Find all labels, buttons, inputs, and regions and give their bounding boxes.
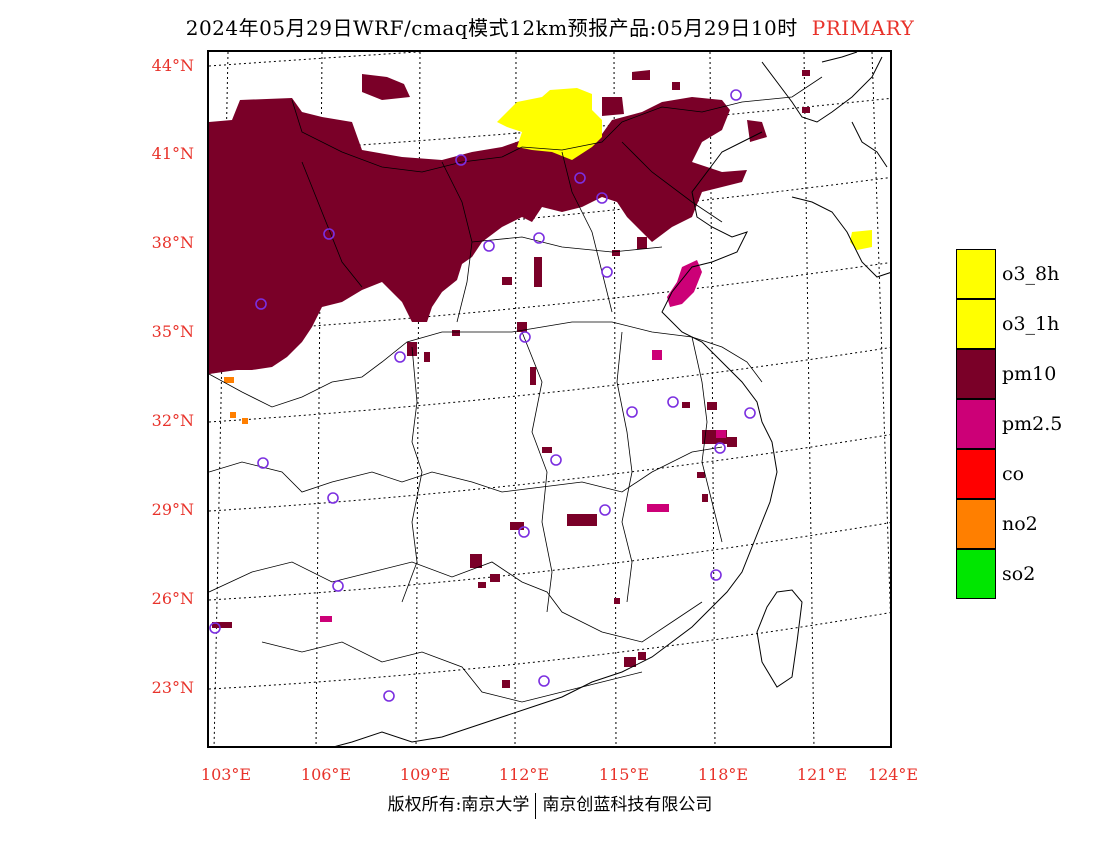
lat-label-32: 32°N	[151, 411, 194, 430]
lat-label-23: 23°N	[151, 678, 194, 697]
pm10-region	[209, 70, 767, 374]
map-panel	[207, 50, 892, 748]
title-tag: PRIMARY	[811, 16, 915, 40]
footer-divider	[535, 792, 537, 819]
legend-item-so2: so2	[956, 549, 1076, 599]
legend-swatch-no2	[956, 499, 996, 549]
legend-swatch-o3-8h	[956, 249, 996, 299]
lat-label-38: 38°N	[151, 233, 194, 252]
lat-label-29: 29°N	[151, 500, 194, 519]
lon-label-106: 106°E	[300, 765, 352, 784]
legend-label-o3-1h: o3_1h	[1002, 313, 1060, 335]
title-main: 2024年05月29日WRF/cmaq模式12km预报产品:05月29日10时	[185, 16, 798, 40]
lon-label-121: 121°E	[796, 765, 848, 784]
legend-item-pm25: pm2.5	[956, 399, 1076, 449]
station-markers	[209, 89, 756, 702]
legend-swatch-o3-1h	[956, 299, 996, 349]
pm25-region	[320, 260, 726, 622]
legend-label-pm10: pm10	[1002, 363, 1057, 385]
lon-label-124: 124°E	[867, 765, 919, 784]
legend-label-pm25: pm2.5	[1002, 413, 1063, 435]
legend-item-no2: no2	[956, 499, 1076, 549]
legend-label-o3-8h: o3_8h	[1002, 263, 1060, 285]
legend-swatch-so2	[956, 549, 996, 599]
lat-label-35: 35°N	[151, 322, 194, 341]
o3-region	[497, 88, 872, 250]
legend-swatch-pm10	[956, 349, 996, 399]
legend-item-o3-1h: o3_1h	[956, 299, 1076, 349]
lat-label-26: 26°N	[151, 589, 194, 608]
footer-right: 南京创蓝科技有限公司	[542, 795, 713, 815]
legend-item-pm10: pm10	[956, 349, 1076, 399]
lon-label-115: 115°E	[598, 765, 650, 784]
legend-swatch-co	[956, 449, 996, 499]
legend-item-co: co	[956, 449, 1076, 499]
legend-label-so2: so2	[1002, 563, 1036, 585]
copyright-footer: 版权所有:南京大学 南京创蓝科技有限公司	[0, 790, 1100, 819]
legend-label-co: co	[1002, 463, 1025, 485]
map-title: 2024年05月29日WRF/cmaq模式12km预报产品:05月29日10时 P…	[0, 12, 1100, 41]
map-canvas	[209, 52, 890, 746]
lat-label-41: 41°N	[151, 144, 194, 163]
coastline	[335, 52, 890, 746]
lat-label-44: 44°N	[151, 56, 194, 75]
lon-label-103: 103°E	[200, 765, 252, 784]
footer-left: 版权所有:南京大学	[387, 795, 530, 815]
legend-item-o3-8h: o3_8h	[956, 249, 1076, 299]
legend: o3_8h o3_1h pm10 pm2.5 co no2 so2	[956, 249, 1076, 599]
lon-label-109: 109°E	[399, 765, 451, 784]
legend-swatch-pm25	[956, 399, 996, 449]
lon-label-112: 112°E	[498, 765, 550, 784]
no2-dots	[224, 377, 248, 424]
legend-label-no2: no2	[1002, 513, 1038, 535]
lon-label-118: 118°E	[697, 765, 749, 784]
